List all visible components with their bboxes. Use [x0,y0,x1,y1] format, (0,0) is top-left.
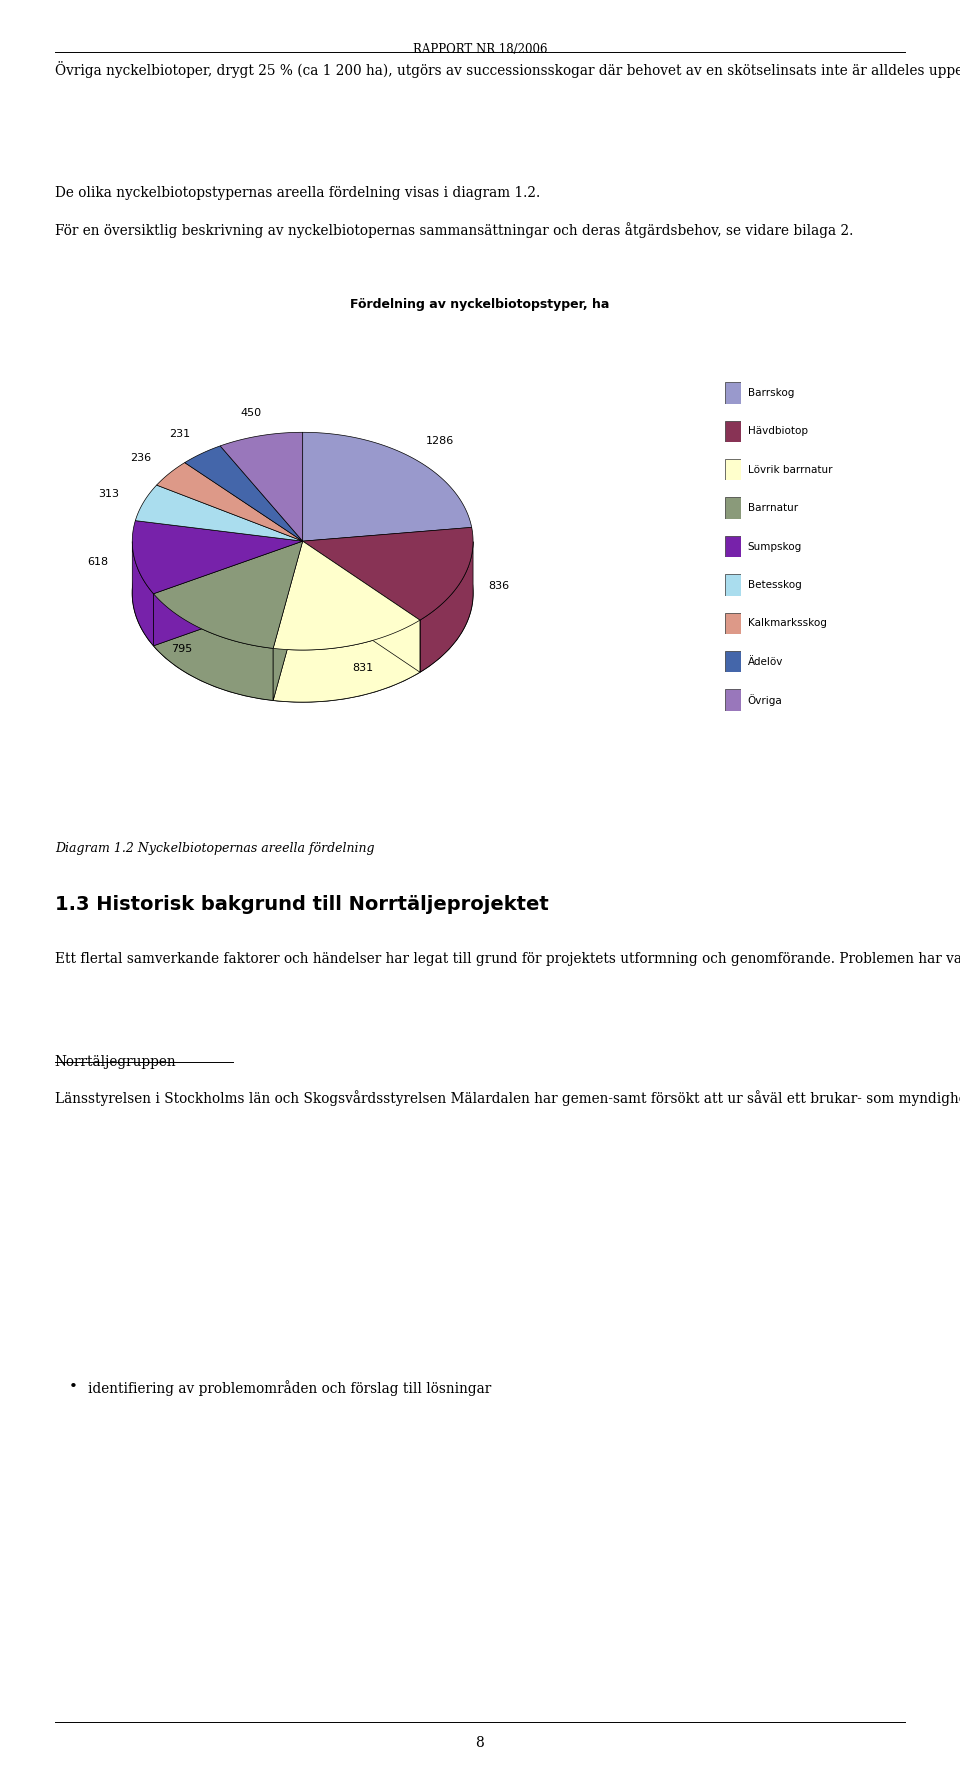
Text: 618: 618 [86,557,108,566]
Polygon shape [220,432,302,541]
Text: 836: 836 [488,580,509,591]
Polygon shape [274,541,302,700]
Polygon shape [302,432,471,541]
Text: Ett flertal samverkande faktorer och händelser har legat till grund för projekte: Ett flertal samverkande faktorer och hän… [55,950,960,966]
Polygon shape [154,541,302,648]
Polygon shape [274,620,420,702]
Text: 795: 795 [171,645,192,654]
Text: identifiering av problemområden och förslag till lösningar: identifiering av problemområden och förs… [88,1381,492,1397]
Text: 831: 831 [352,663,373,673]
Text: RAPPORT NR 18/2006: RAPPORT NR 18/2006 [413,43,547,55]
Ellipse shape [132,484,473,702]
Text: Övriga: Övriga [748,695,782,705]
Text: Diagram 1.2 Nyckelbiotopernas areella fördelning: Diagram 1.2 Nyckelbiotopernas areella fö… [55,843,374,855]
Text: Betesskog: Betesskog [748,580,802,589]
Text: Länsstyrelsen i Stockholms län och Skogsvårdsstyrelsen Mälardalen har gemen-samt: Länsstyrelsen i Stockholms län och Skogs… [55,1089,960,1106]
Text: Fördelning av nyckelbiotopstyper, ha: Fördelning av nyckelbiotopstyper, ha [350,298,610,311]
Text: Hävdbiotop: Hävdbiotop [748,427,808,436]
Polygon shape [302,541,420,672]
Text: 236: 236 [130,454,151,463]
Polygon shape [274,541,420,650]
Text: 231: 231 [169,429,190,439]
Text: Ädelöv: Ädelöv [748,657,783,666]
Text: Lövrik barrnatur: Lövrik barrnatur [748,464,832,475]
Text: 313: 313 [98,489,119,498]
Polygon shape [420,541,473,672]
Text: Barrskog: Barrskog [748,388,794,398]
Polygon shape [156,463,302,541]
Polygon shape [154,541,302,647]
Text: 1286: 1286 [426,436,454,446]
Polygon shape [135,486,302,541]
Polygon shape [132,541,154,647]
Polygon shape [302,541,420,672]
Polygon shape [184,446,302,541]
Polygon shape [154,541,302,647]
Text: Sumpskog: Sumpskog [748,541,803,552]
Text: Barrnatur: Barrnatur [748,504,798,513]
Text: Övriga nyckelbiotoper, drygt 25 % (ca 1 200 ha), utgörs av successionsskogar där: Övriga nyckelbiotoper, drygt 25 % (ca 1 … [55,61,960,79]
Text: För en översiktlig beskrivning av nyckelbiotopernas sammansättningar och deras å: För en översiktlig beskrivning av nyckel… [55,221,853,238]
Text: Norrtäljegruppen: Norrtäljegruppen [55,1056,177,1070]
Text: Kalkmarksskog: Kalkmarksskog [748,618,827,629]
Text: 1.3 Historisk bakgrund till Norrtäljeprojektet: 1.3 Historisk bakgrund till Norrtäljepro… [55,895,548,914]
Polygon shape [274,541,302,700]
Polygon shape [302,527,473,620]
Text: De olika nyckelbiotopstypernas areella fördelning visas i diagram 1.2.: De olika nyckelbiotopstypernas areella f… [55,186,540,200]
Text: 8: 8 [475,1736,485,1750]
Text: •: • [69,1381,78,1395]
Polygon shape [132,522,302,593]
Text: 450: 450 [240,407,261,418]
Polygon shape [154,593,274,700]
